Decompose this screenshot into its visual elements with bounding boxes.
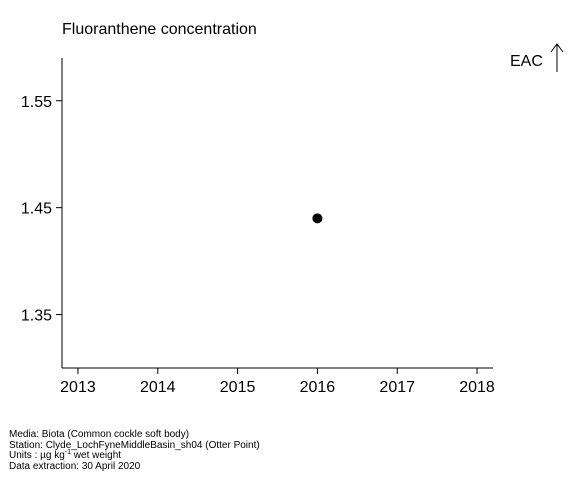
y-tick-label: 1.35 [21, 308, 52, 325]
x-tick-label: 2017 [379, 379, 415, 396]
chart-title: Fluoranthene concentration [62, 21, 257, 38]
x-axis-ticks: 2013 2014 2015 2016 2017 2018 [60, 368, 495, 396]
chart-footer: Media: Biota (Common cockle soft body) S… [9, 429, 260, 472]
footer-station: Station: Clyde_LochFyneMiddleBasin_sh04 … [9, 439, 260, 451]
y-tick-label: 1.45 [21, 201, 52, 218]
x-tick-label: 2014 [140, 379, 176, 396]
eac-label: EAC [510, 53, 543, 70]
data-points [312, 213, 323, 224]
data-point [312, 213, 323, 224]
y-tick-label: 1.55 [21, 94, 52, 111]
footer-media: Media: Biota (Common cockle soft body) [9, 429, 190, 440]
y-axis-ticks: 1.35 1.45 1.55 [21, 94, 62, 325]
x-tick-label: 2018 [459, 379, 495, 396]
x-tick-label: 2016 [300, 379, 336, 396]
eac-up-arrow-icon [550, 43, 564, 72]
x-tick-label: 2015 [220, 379, 256, 396]
footer-units: Units : µg kg-1 wet weight [9, 449, 122, 461]
footer-extraction: Data extraction: 30 April 2020 [9, 460, 141, 472]
x-tick-label: 2013 [60, 379, 96, 396]
